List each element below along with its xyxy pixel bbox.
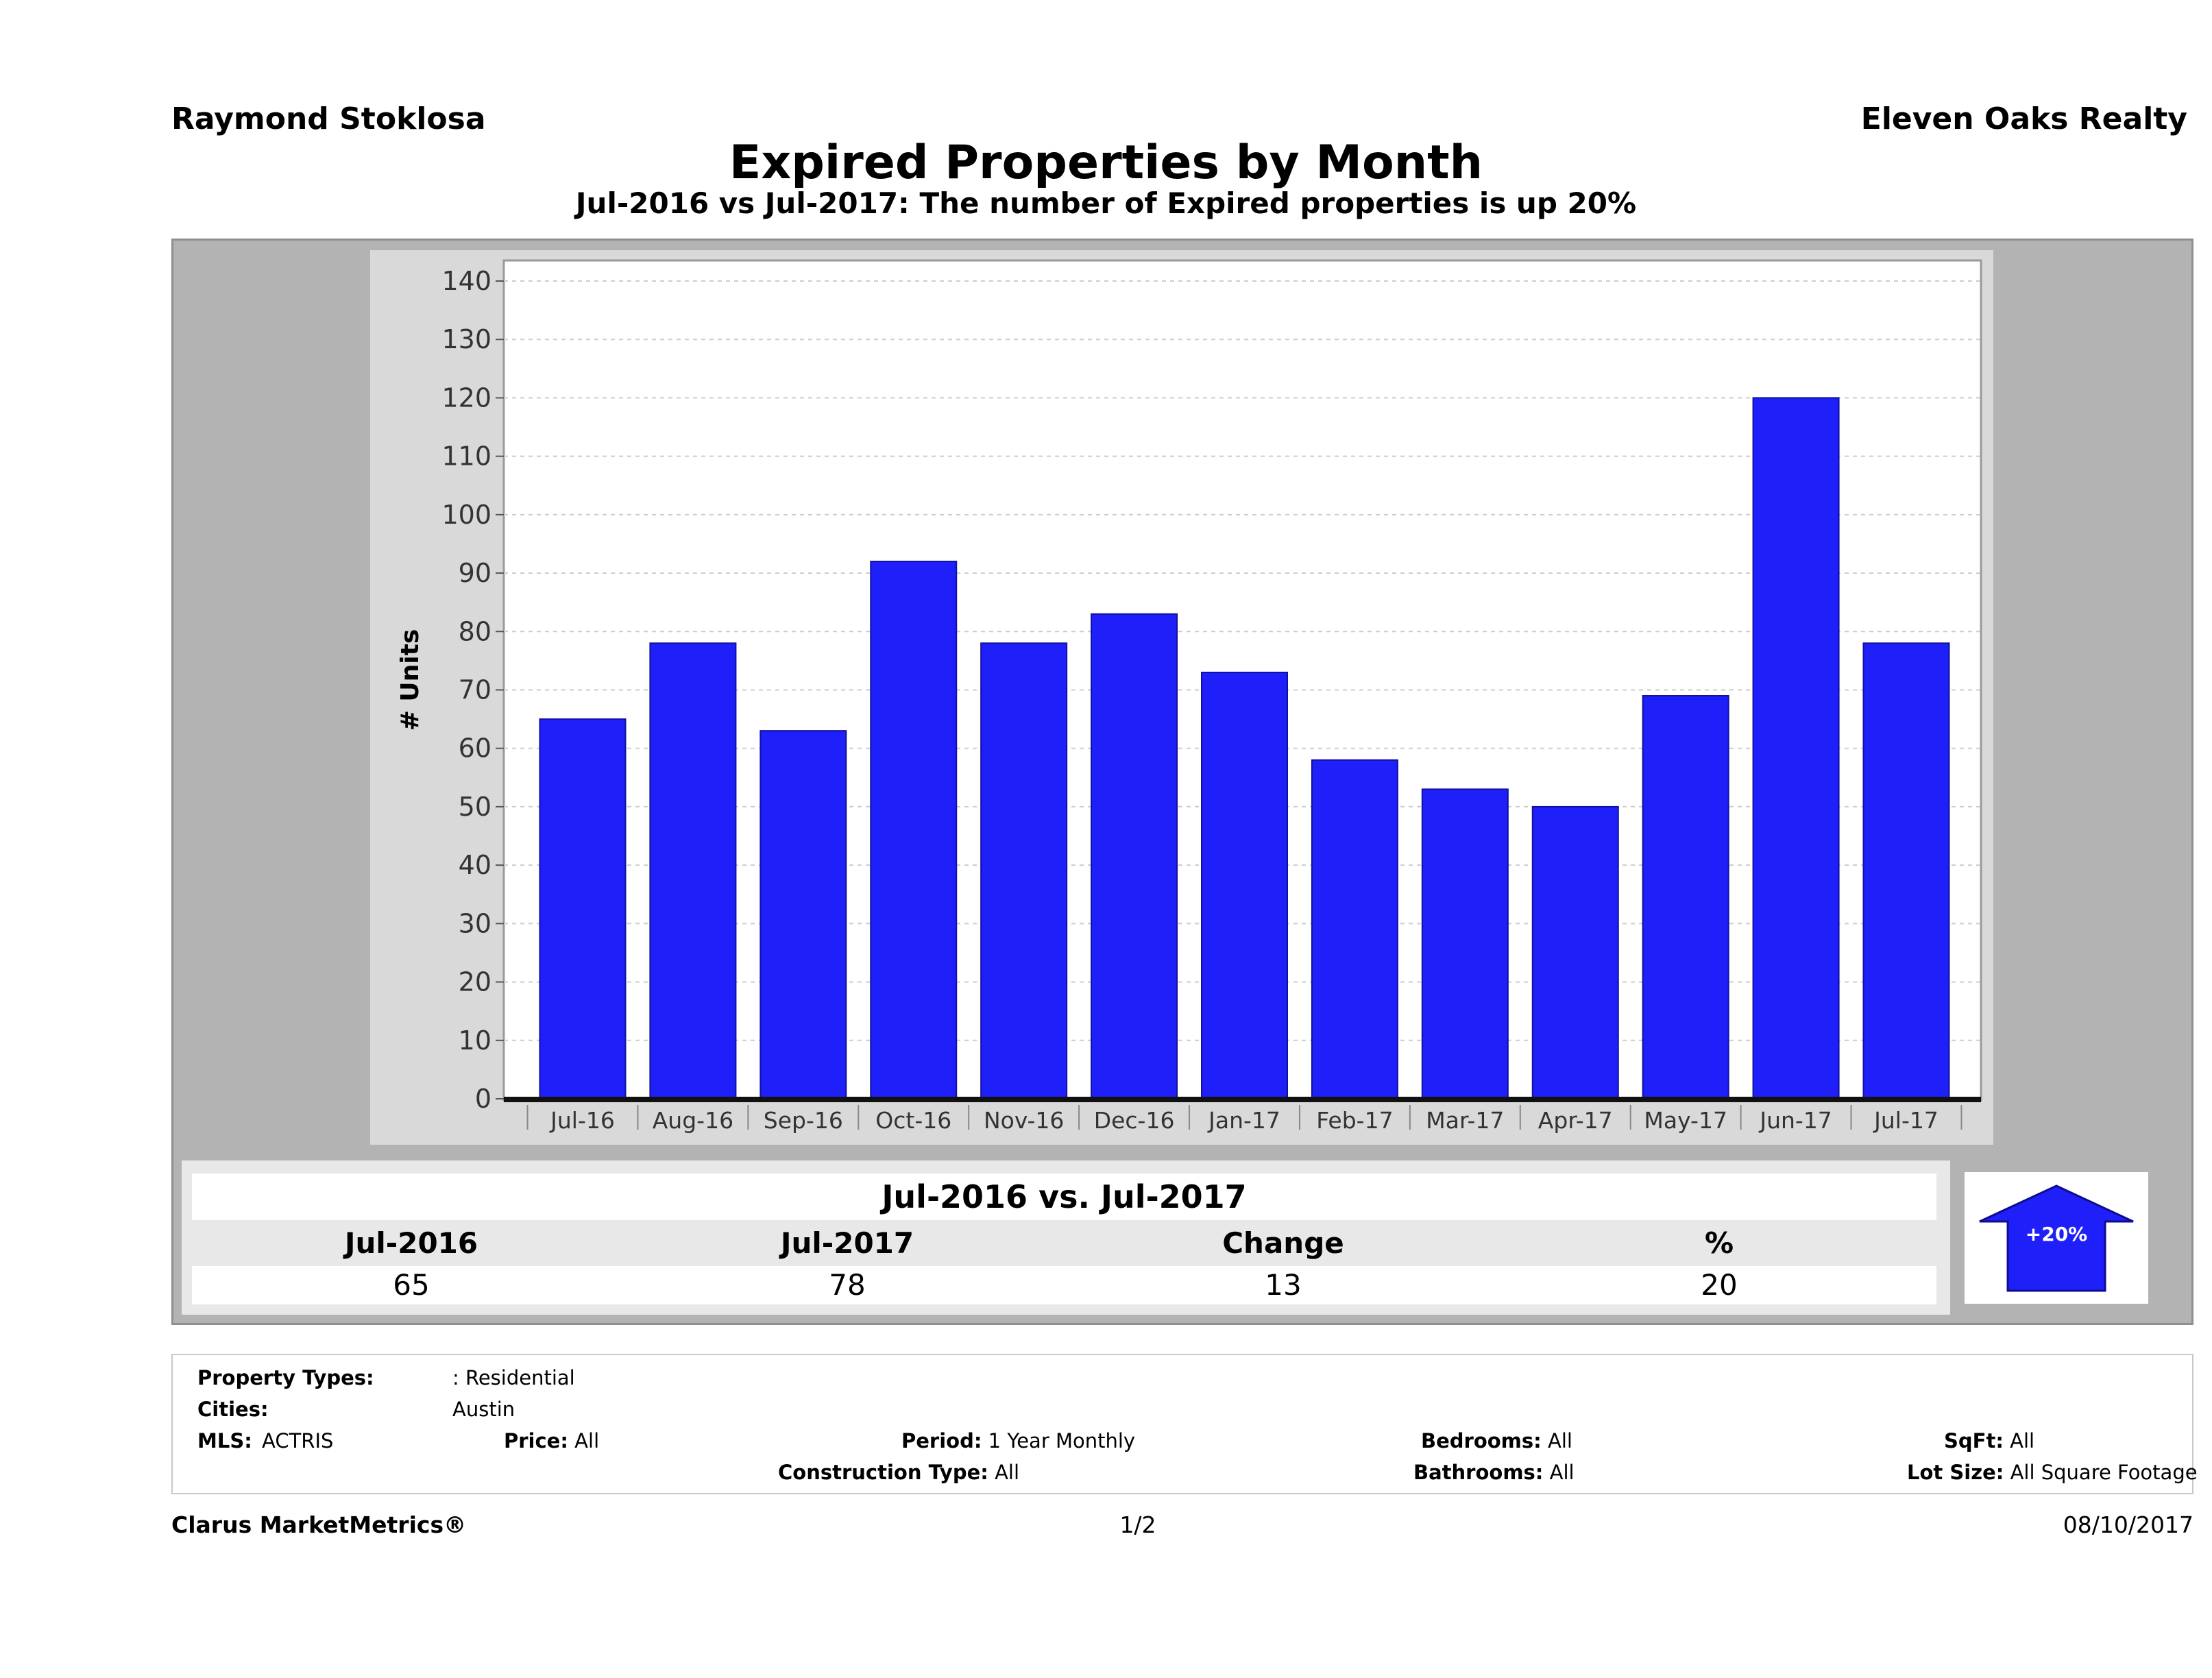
lot-size-criterion: Lot Size: All Square Footage — [1907, 1461, 2198, 1484]
y-tick-label: 80 — [459, 616, 491, 646]
comparison-values-band — [192, 1266, 1936, 1304]
bar-aug-16 — [649, 642, 737, 1099]
y-tick-label: 90 — [459, 558, 491, 588]
x-tick-label: Sep-16 — [764, 1107, 843, 1134]
x-tick-label: May-17 — [1644, 1107, 1727, 1134]
y-tick-label: 40 — [459, 850, 491, 880]
bedrooms-criterion: Bedrooms: All — [1421, 1429, 1572, 1452]
y-tick-label: 70 — [459, 675, 491, 705]
change-badge: +20% — [1965, 1172, 2148, 1304]
y-tick-label: 60 — [459, 733, 491, 764]
property-types-label: Property Types: — [197, 1366, 374, 1389]
comparison-title-band — [192, 1174, 1936, 1220]
x-tick-label: Nov-16 — [984, 1107, 1064, 1134]
x-tick-label: Aug-16 — [653, 1107, 733, 1134]
cities-label: Cities: — [197, 1398, 269, 1421]
x-tick-label: Oct-16 — [875, 1107, 951, 1134]
up-arrow-icon: +20% — [1979, 1184, 2134, 1292]
bar-jul-16 — [539, 718, 627, 1100]
x-tick-label: Dec-16 — [1094, 1107, 1175, 1134]
y-tick-label: 10 — [459, 1025, 491, 1056]
bar-chart: 0 10 20 30 40 50 60 70 80 90 100 110 120 130 140 Jul-1… — [396, 259, 1982, 1134]
value-change: 13 — [1265, 1268, 1302, 1302]
cities-value: Austin — [452, 1398, 515, 1421]
comparison-title: Jul-2016 vs. Jul-2017 — [882, 1178, 1247, 1215]
y-tick-label: 120 — [441, 382, 491, 413]
bar-nov-16 — [980, 642, 1068, 1099]
bathrooms-criterion: Bathrooms: All — [1413, 1461, 1575, 1484]
header-jul-2017: Jul-2017 — [780, 1226, 914, 1260]
bar-may-17 — [1642, 695, 1729, 1099]
price-criterion: Price: All — [504, 1429, 600, 1452]
bar-jul-17 — [1862, 642, 1950, 1099]
page-number: 1/2 — [1119, 1511, 1156, 1538]
report-date: 08/10/2017 — [2063, 1511, 2193, 1538]
x-tick-label: Feb-17 — [1316, 1107, 1393, 1134]
bar-feb-17 — [1311, 759, 1398, 1100]
value-jul-2016: 65 — [393, 1268, 430, 1302]
bar-sep-16 — [759, 730, 847, 1099]
bar-dec-16 — [1091, 613, 1178, 1099]
header-percent: % — [1704, 1226, 1734, 1260]
construction-type-criterion: Construction Type: All — [778, 1461, 1020, 1484]
period-criterion: Period: 1 Year Monthly — [901, 1429, 1136, 1452]
bar-jan-17 — [1201, 671, 1288, 1099]
x-tick-label: Apr-17 — [1538, 1107, 1613, 1134]
value-percent: 20 — [1701, 1268, 1738, 1302]
x-tick-label: Jun-17 — [1758, 1107, 1832, 1134]
y-axis: 0 10 20 30 40 50 60 70 80 90 100 110 120 130 140 — [441, 266, 504, 1114]
mls-label: MLS: — [197, 1429, 252, 1452]
report-title: Expired Properties by Month — [729, 136, 1483, 190]
sqft-criterion: SqFt: All — [1944, 1429, 2035, 1452]
y-axis-label: # Units — [396, 629, 424, 731]
mls-value: ACTRIS — [262, 1429, 334, 1452]
x-tick-label: Jan-17 — [1207, 1107, 1280, 1134]
y-tick-label: 0 — [475, 1084, 491, 1114]
x-tick-label: Jul-17 — [1873, 1107, 1938, 1134]
header-jul-2016: Jul-2016 — [344, 1226, 478, 1260]
y-tick-label: 110 — [441, 441, 491, 472]
y-tick-label: 20 — [459, 967, 491, 997]
y-tick-label: 30 — [459, 908, 491, 938]
x-axis: Jul-16 Aug-16 Sep-16 Oct-16 Nov-16 Dec-16 Jan-… — [504, 1097, 1981, 1134]
bar-jun-17 — [1752, 397, 1840, 1099]
y-tick-label: 100 — [441, 500, 491, 530]
agent-name: Raymond Stoklosa — [171, 101, 486, 136]
bar-oct-16 — [870, 561, 958, 1099]
y-tick-label: 130 — [441, 324, 491, 354]
bar-apr-17 — [1531, 805, 1619, 1100]
report-subtitle: Jul-2016 vs Jul-2017: The number of Expi… — [575, 186, 1637, 220]
header-change: Change — [1222, 1226, 1344, 1260]
y-tick-label: 140 — [441, 266, 491, 296]
x-tick-label: Jul-16 — [549, 1107, 615, 1134]
bar-mar-17 — [1421, 788, 1509, 1099]
bars — [539, 397, 1950, 1100]
search-criteria — [171, 1354, 2193, 1494]
property-types-value: : Residential — [452, 1366, 575, 1389]
value-jul-2017: 78 — [829, 1268, 866, 1302]
x-tick-label: Mar-17 — [1426, 1107, 1504, 1134]
x-axis-line — [504, 1097, 1981, 1102]
company-name: Eleven Oaks Realty — [1860, 101, 2187, 136]
change-badge-label: +20% — [2026, 1223, 2087, 1245]
footer-brand: Clarus MarketMetrics® — [171, 1511, 467, 1538]
y-tick-label: 50 — [459, 792, 491, 822]
